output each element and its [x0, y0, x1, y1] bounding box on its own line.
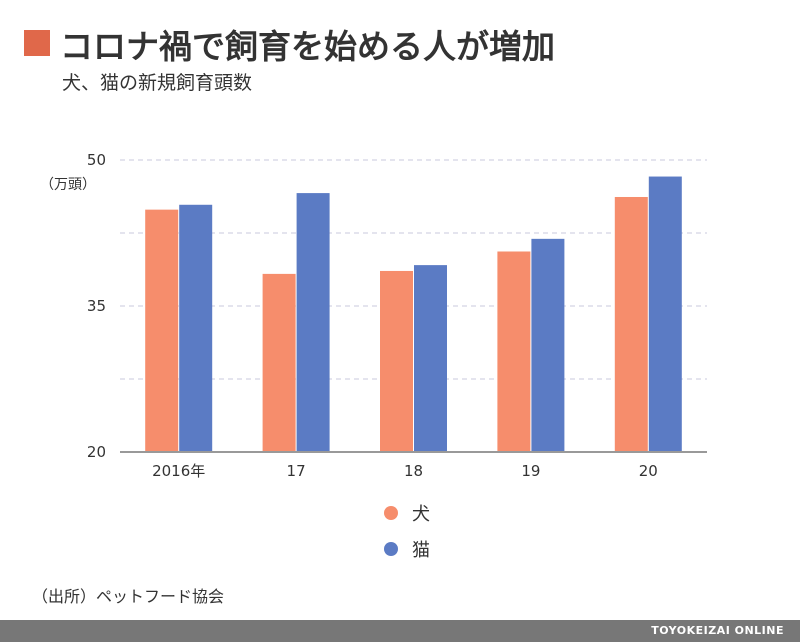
- legend-item-dog: 犬: [384, 501, 430, 525]
- bar-dog: [380, 270, 413, 452]
- axes: 20 35 50 2016年 17 18 19 20: [87, 151, 707, 480]
- source-note: （出所）ペットフード協会: [32, 587, 225, 606]
- y-tick-label: 20: [87, 443, 106, 461]
- bar-dog: [145, 209, 179, 452]
- chart-title: コロナ禍で飼育を始める人が増加: [60, 27, 555, 66]
- gridlines: [120, 159, 707, 380]
- legend-item-cat: 猫: [384, 537, 430, 561]
- y-tick-label: 35: [87, 297, 106, 315]
- bar-cat: [648, 176, 682, 452]
- legend-label-dog: 犬: [412, 504, 430, 525]
- bar-cat: [531, 238, 565, 452]
- x-tick-label: 20: [639, 462, 658, 480]
- bar-dog: [262, 273, 296, 452]
- y-unit-label: （万頭）: [40, 177, 96, 193]
- footer-bar: TOYOKEIZAI ONLINE: [0, 620, 800, 642]
- chart-subtitle: 犬、猫の新規飼育頭数: [62, 72, 253, 94]
- legend-swatch-dog: [384, 506, 398, 520]
- title-marker: [24, 30, 50, 56]
- x-tick-label: 19: [521, 462, 540, 480]
- legend-label-cat: 猫: [412, 540, 430, 561]
- bar-cat: [414, 265, 447, 452]
- y-tick-label: 50: [87, 151, 106, 169]
- footer-brand: TOYOKEIZAI ONLINE: [651, 624, 784, 637]
- bar-dog: [614, 196, 648, 452]
- x-tick-label: 2016年: [152, 462, 205, 480]
- bars: [145, 176, 682, 453]
- x-tick-label: 18: [404, 462, 423, 480]
- legend-swatch-cat: [384, 542, 398, 556]
- bar-cat: [296, 193, 330, 453]
- bar-cat: [179, 204, 213, 452]
- x-tick-label: 17: [287, 462, 306, 480]
- bar-dog: [497, 251, 531, 452]
